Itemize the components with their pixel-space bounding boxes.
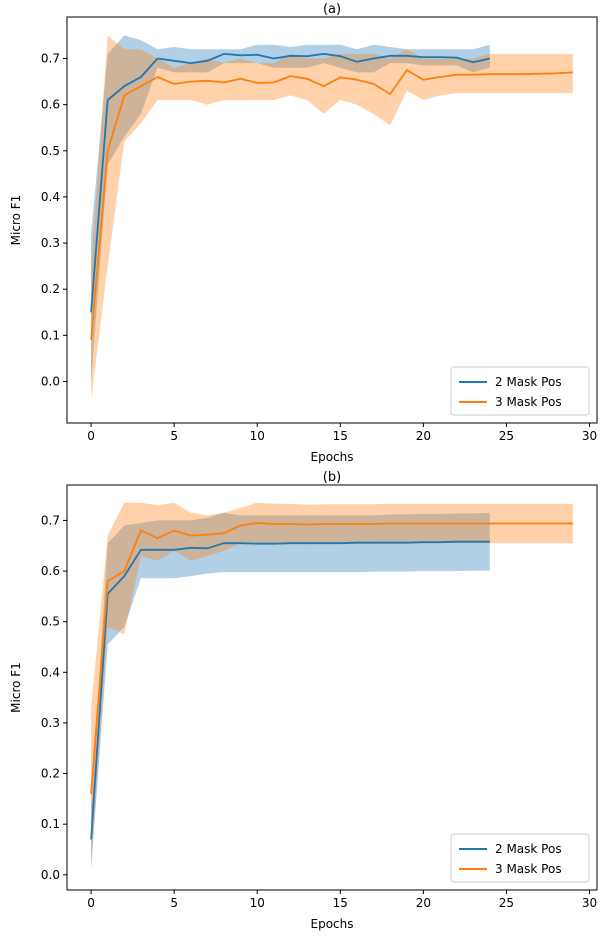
chart-b-x-tick-label: 10	[250, 896, 265, 910]
chart-b-y-tick-label: 0.4	[41, 665, 60, 679]
chart-b-axes-frame	[66, 484, 598, 891]
chart-a-y-tick-label: 0.4	[41, 190, 60, 204]
chart-b-title: (b)	[323, 470, 341, 485]
chart-a-y-tick-label: 0.3	[41, 236, 60, 250]
chart-b-y-tick-label: 0.6	[41, 564, 60, 578]
chart-a-y-axis-label: Micro F1	[9, 195, 23, 246]
chart-b-y-axis-label: Micro F1	[9, 662, 23, 713]
chart-a-line-series-2	[90, 69, 573, 341]
chart-b-band-series-1	[91, 512, 490, 870]
chart-a-x-axis-label: Epochs	[311, 450, 354, 464]
chart-a-y-tick-label: 0.6	[41, 98, 60, 112]
chart-a-y-tick-label: 0.2	[41, 282, 60, 296]
chart-a-y-tick-label: 0.5	[41, 144, 60, 158]
chart-a-x-tick-label: 30	[582, 429, 597, 443]
chart-b-x-tick-label: 5	[170, 896, 178, 910]
chart-a-x-tick-label: 20	[416, 429, 431, 443]
chart-a-x-tick-label: 15	[333, 429, 348, 443]
chart-b-x-tick-label: 25	[499, 896, 514, 910]
chart-a-legend-label-series-1: 2 Mask Pos	[495, 375, 562, 389]
chart-b-x-tick-label: 30	[582, 896, 597, 910]
chart-b-line-series-2	[90, 522, 573, 794]
chart-a-y-tick-label: 0.7	[41, 52, 60, 66]
chart-b-y-tick-label: 0.7	[41, 513, 60, 527]
chart-a-band-series-1	[91, 35, 490, 382]
chart-b-y-tick-label: 0.0	[41, 868, 60, 882]
chart-b-y-tick-label: 0.2	[41, 767, 60, 781]
chart-a-legend-label-series-2: 3 Mask Pos	[495, 395, 562, 409]
chart-a-x-tick-label: 25	[499, 429, 514, 443]
chart-b-y-tick-label: 0.3	[41, 716, 60, 730]
chart-a-title: (a)	[323, 2, 341, 17]
chart-b-line-series-1	[90, 540, 490, 840]
chart-b-x-tick-label: 15	[333, 896, 348, 910]
chart-b-legend-label-series-1: 2 Mask Pos	[495, 842, 562, 856]
chart-b-y-tick-label: 0.5	[41, 615, 60, 629]
chart-a-line-series-1	[90, 53, 490, 313]
chart-a-axes-frame	[66, 16, 598, 424]
chart-b-x-axis-label: Epochs	[311, 917, 354, 931]
chart-b-legend-label-series-2: 3 Mask Pos	[495, 862, 562, 876]
chart-a-x-tick-label: 10	[250, 429, 265, 443]
chart-b-x-tick-label: 20	[416, 896, 431, 910]
chart-a-y-tick-label: 0.1	[41, 328, 60, 342]
chart-a-x-tick-label: 5	[170, 429, 178, 443]
chart-a-y-tick-label: 0.0	[41, 374, 60, 388]
chart-b-x-tick-label: 0	[87, 896, 95, 910]
chart-a-band-series-2	[91, 35, 573, 400]
chart-a-x-tick-label: 0	[87, 429, 95, 443]
chart-b-y-tick-label: 0.1	[41, 817, 60, 831]
chart-b-band-series-2	[91, 502, 573, 865]
